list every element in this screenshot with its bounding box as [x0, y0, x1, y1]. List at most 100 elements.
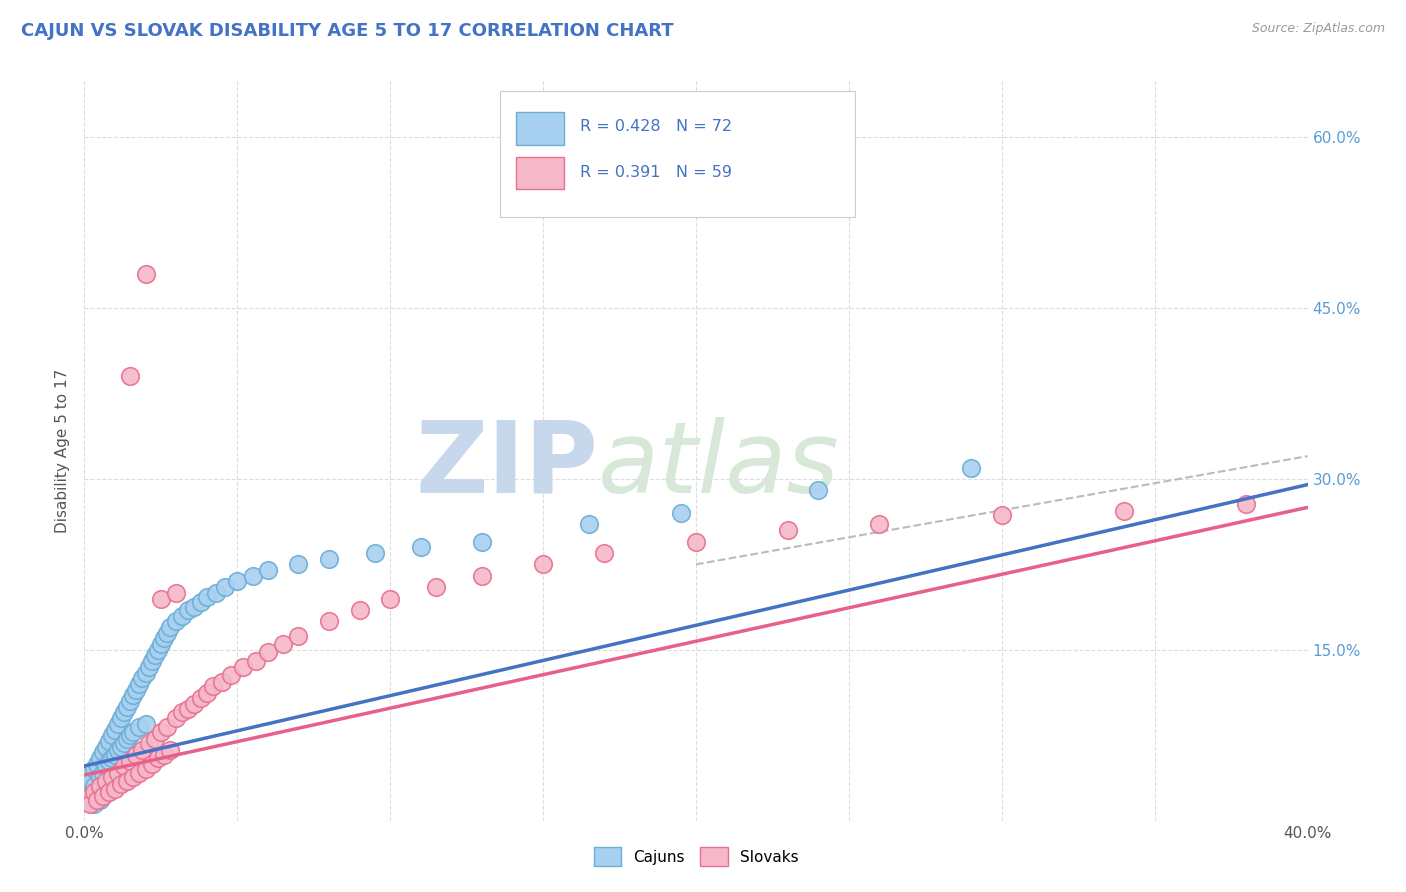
Point	[177, 702, 200, 716]
Point	[104, 781, 127, 796]
Point	[83, 797, 105, 811]
Point	[1114, 504, 1136, 518]
Point	[76, 768, 98, 782]
Point	[110, 739, 132, 754]
Point	[94, 759, 117, 773]
Point	[195, 686, 218, 700]
Point	[143, 648, 166, 663]
Point	[287, 629, 309, 643]
Point	[115, 731, 138, 746]
Point	[104, 747, 127, 762]
Point	[125, 682, 148, 697]
Point	[112, 759, 135, 773]
Text: Source: ZipAtlas.com: Source: ZipAtlas.com	[1251, 22, 1385, 36]
Point	[97, 777, 120, 791]
Point	[97, 755, 120, 769]
Point	[135, 716, 157, 731]
Point	[195, 591, 218, 605]
Point	[364, 546, 387, 560]
Point	[685, 534, 707, 549]
Point	[115, 699, 138, 714]
Point	[83, 785, 105, 799]
Point	[177, 603, 200, 617]
Point	[86, 756, 108, 771]
Point	[86, 789, 108, 803]
Point	[1236, 497, 1258, 511]
Point	[471, 568, 494, 582]
Point	[165, 711, 187, 725]
Legend: Cajuns, Slovaks: Cajuns, Slovaks	[588, 841, 804, 872]
Point	[128, 720, 150, 734]
Point	[131, 671, 153, 685]
Point	[122, 770, 145, 784]
FancyBboxPatch shape	[516, 156, 564, 189]
Point	[101, 728, 124, 742]
Point	[960, 460, 983, 475]
Point	[128, 765, 150, 780]
Point	[91, 785, 114, 799]
Point	[83, 780, 105, 794]
Point	[149, 591, 172, 606]
Point	[122, 689, 145, 703]
Point	[991, 508, 1014, 523]
Point	[869, 517, 891, 532]
Point	[159, 743, 181, 757]
FancyBboxPatch shape	[516, 112, 564, 145]
Point	[165, 586, 187, 600]
Point	[120, 369, 142, 384]
Point	[257, 645, 280, 659]
Point	[120, 755, 142, 769]
Point	[153, 747, 176, 762]
Point	[172, 608, 194, 623]
Point	[776, 523, 799, 537]
Point	[101, 751, 124, 765]
Text: ZIP: ZIP	[415, 417, 598, 514]
Point	[146, 751, 169, 765]
Point	[131, 743, 153, 757]
Text: R = 0.428   N = 72: R = 0.428 N = 72	[579, 120, 733, 135]
Point	[156, 720, 179, 734]
Point	[409, 541, 432, 555]
Point	[149, 637, 172, 651]
Point	[669, 506, 692, 520]
Text: atlas: atlas	[598, 417, 839, 514]
Point	[349, 603, 371, 617]
Point	[183, 599, 205, 614]
Point	[257, 563, 280, 577]
Point	[76, 790, 98, 805]
Point	[107, 716, 129, 731]
Point	[146, 642, 169, 657]
Point	[201, 679, 224, 693]
Point	[125, 747, 148, 762]
Point	[318, 551, 340, 566]
Point	[205, 586, 228, 600]
Point	[425, 580, 447, 594]
Point	[104, 773, 127, 788]
Point	[112, 736, 135, 750]
Text: R = 0.391   N = 59: R = 0.391 N = 59	[579, 165, 731, 180]
Point	[110, 777, 132, 791]
Y-axis label: Disability Age 5 to 17: Disability Age 5 to 17	[55, 368, 70, 533]
Point	[120, 728, 142, 742]
Point	[531, 558, 554, 572]
Point	[232, 660, 254, 674]
Point	[149, 724, 172, 739]
Point	[143, 731, 166, 746]
Point	[120, 694, 142, 708]
Point	[380, 591, 402, 606]
Point	[807, 483, 830, 498]
Point	[89, 770, 111, 784]
Point	[79, 773, 101, 788]
Point	[89, 751, 111, 765]
Point	[135, 665, 157, 680]
Point	[91, 789, 114, 803]
Point	[115, 773, 138, 788]
Point	[172, 706, 194, 720]
Point	[83, 763, 105, 777]
Point	[211, 674, 233, 689]
Point	[97, 734, 120, 748]
Point	[138, 736, 160, 750]
Point	[245, 654, 267, 668]
Point	[122, 724, 145, 739]
Point	[165, 615, 187, 629]
